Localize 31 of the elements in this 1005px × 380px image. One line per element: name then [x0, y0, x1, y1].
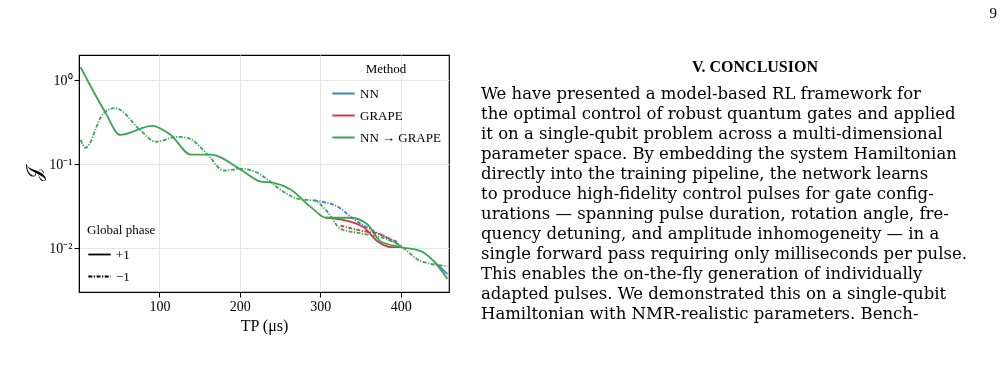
y-tick-label: 10⁻² [49, 240, 73, 256]
x-tick-label: 200 [229, 298, 251, 314]
annotation: Global phase [87, 222, 156, 237]
text: 9 [989, 5, 997, 21]
legend-label: GRAPE [360, 107, 403, 123]
y-tick-label: 10⁰ [53, 72, 73, 88]
text: directly into the training pipeline, the network learns [481, 164, 929, 183]
x-tick-label: 300 [310, 298, 332, 314]
x-axis-title: TP (μs) [240, 316, 289, 335]
line-series [79, 66, 449, 280]
text: quency detuning, and amplitude inhomogeneity — in a [481, 224, 940, 243]
annotation: +1 [116, 246, 130, 262]
legend-title: Method [365, 61, 407, 76]
y-tick-label: 10⁻¹ [49, 156, 73, 172]
x-tick-label: 400 [390, 298, 412, 314]
x-tick-label: 100 [149, 298, 171, 314]
legend-label: NN [360, 85, 380, 101]
text: adapted pulses. We demonstrated this on a single-qubit [481, 284, 947, 303]
text: single forward pass requiring only milliseconds per pulse. [481, 244, 967, 263]
text: We have presented a model-based RL framework for [481, 84, 922, 103]
text: urations — spanning pulse duration, rotation angle, fre- [481, 204, 949, 223]
text: Hamiltonian with NMR-realistic parameters. Bench- [481, 304, 919, 323]
text: V. CONCLUSION [692, 58, 819, 75]
text: the optimal control of robust quantum gates and applied [481, 104, 956, 123]
legend-label: NN → GRAPE [360, 129, 441, 145]
text: parameter space. By embedding the system Hamiltonian [481, 144, 958, 163]
annotation: −1 [116, 268, 130, 284]
text: This enables the on-the-fly generation of individually [481, 264, 924, 283]
y-axis-title: 𝒥 [23, 164, 47, 181]
text: it on a single-qubit problem across a multi-dimensional [481, 124, 943, 143]
text: to produce high-fidelity control pulses for gate config- [481, 184, 934, 203]
